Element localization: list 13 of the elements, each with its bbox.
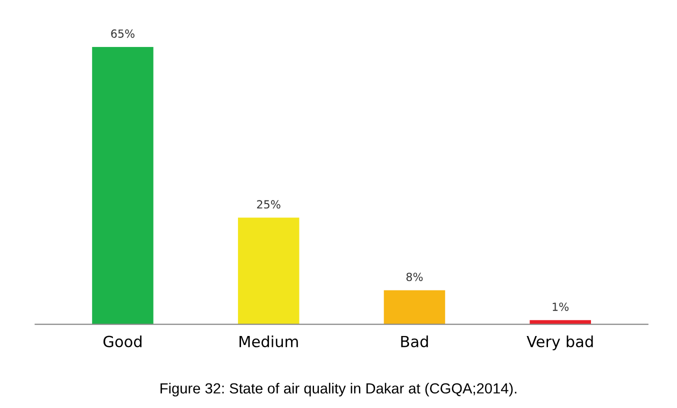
bar (92, 46, 154, 324)
data-label: 8% (406, 272, 423, 282)
data-label: 1% (552, 302, 569, 311)
x-tick-label: Bad (401, 335, 428, 348)
bar (530, 320, 591, 324)
data-label: 25% (257, 200, 280, 209)
x-tick-label: Good (103, 335, 142, 348)
x-tick-label: Medium (240, 335, 298, 348)
bar (384, 290, 446, 324)
bar (238, 218, 300, 324)
caption: Figure 32: State of air quality in Dakar at (CGQA;2014). (160, 382, 516, 396)
data-label: 65% (111, 29, 134, 38)
x-tick-label: Very bad (526, 335, 593, 350)
